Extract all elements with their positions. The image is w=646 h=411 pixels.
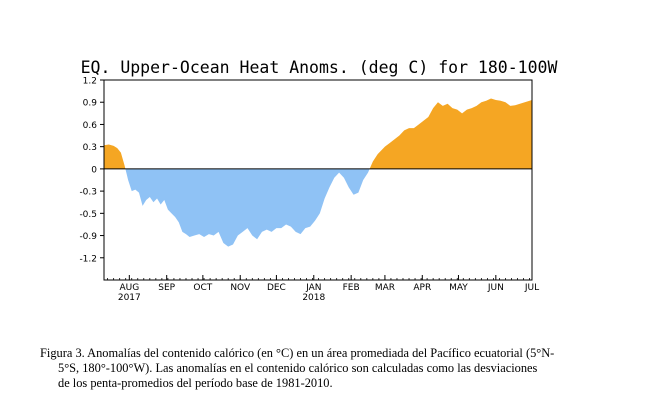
x-tick-label: JUL [524, 283, 539, 293]
y-tick-label: -0.5 [79, 210, 97, 220]
x-tick-label: DEC [267, 283, 286, 293]
x-tick-label: MAR [375, 283, 395, 293]
negative-anomaly-area [104, 168, 532, 247]
y-tick-label: 0 [91, 165, 97, 175]
x-tick-label: JAN [305, 283, 321, 293]
caption-line-1: Figura 3. Anomalías del contenido calóri… [40, 346, 555, 360]
x-tick-label: OCT [193, 283, 212, 293]
x-tick-label: MAY [449, 283, 468, 293]
y-tick-label: -0.9 [79, 232, 97, 242]
x-year-label: 2017 [118, 293, 141, 303]
caption-line-2: 5°S, 180°-100°W). Las anomalías en el co… [58, 361, 538, 375]
y-tick-label: 0.9 [83, 99, 98, 109]
x-year-label: 2018 [302, 293, 325, 303]
heat-anomaly-chart: EQ. Upper-Ocean Heat Anoms. (deg C) for … [79, 58, 558, 304]
chart-title: EQ. Upper-Ocean Heat Anoms. (deg C) for … [81, 58, 558, 77]
y-tick-label: 1.2 [83, 77, 97, 87]
y-tick-label: -1.2 [79, 254, 97, 264]
positive-anomaly-area [104, 98, 532, 169]
plot-frame [103, 79, 533, 281]
y-tick-label: 0.6 [83, 121, 98, 131]
caption-line-3: de los penta-promedios del período base … [58, 376, 333, 390]
x-tick-label: SEP [158, 283, 175, 293]
x-tick-label: NOV [230, 283, 251, 293]
figure-caption: Figura 3. Anomalías del contenido calóri… [40, 346, 600, 391]
x-tick-label: JUN [487, 283, 504, 293]
y-tick-label: 0.3 [83, 143, 97, 153]
x-tick-label: FEB [343, 283, 360, 293]
x-tick-label: APR [413, 283, 431, 293]
x-tick-label: AUG [119, 283, 139, 293]
y-tick-label: -0.3 [79, 188, 97, 198]
